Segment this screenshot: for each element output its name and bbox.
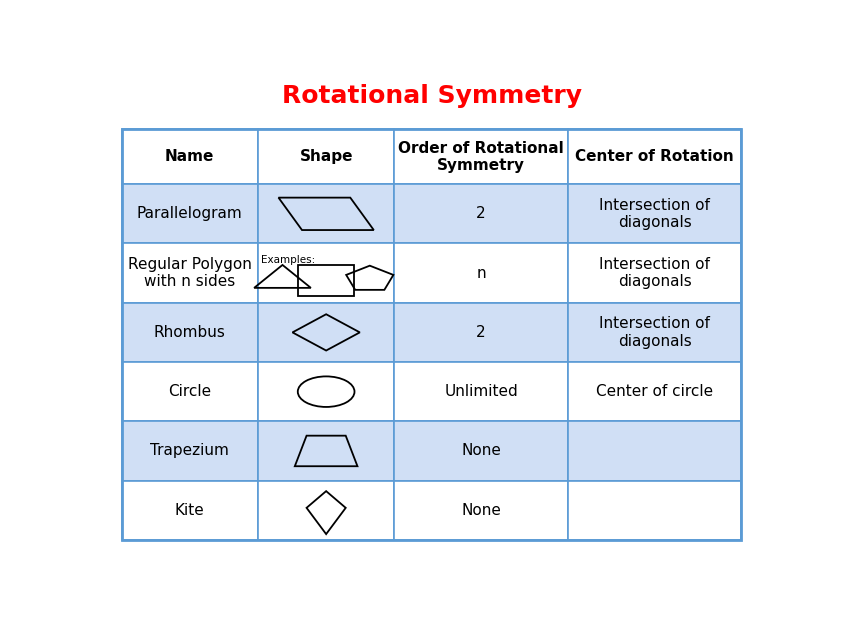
Bar [394,422,568,480]
Text: None: None [461,503,501,518]
Text: Rotational Symmetry: Rotational Symmetry [281,84,582,108]
Text: Name: Name [165,149,215,164]
Text: Intersection of
diagonals: Intersection of diagonals [600,257,710,290]
Text: Intersection of
diagonals: Intersection of diagonals [600,198,710,230]
Bar [258,184,394,244]
Bar [394,130,568,184]
Text: Shape: Shape [300,149,353,164]
Text: Rhombus: Rhombus [154,325,226,340]
Bar [258,244,394,303]
Text: Trapezium: Trapezium [151,443,229,458]
Bar [394,184,568,244]
Text: Intersection of
diagonals: Intersection of diagonals [600,316,710,348]
Text: Examples:: Examples: [261,255,316,265]
Bar [258,480,394,540]
Bar [394,362,568,422]
Bar [394,303,568,362]
Bar [121,130,258,184]
Bar [568,480,742,540]
Text: Center of Rotation: Center of Rotation [575,149,734,164]
Text: Circle: Circle [168,384,211,399]
Bar [568,130,742,184]
Bar [121,480,258,540]
Bar [568,244,742,303]
Text: Regular Polygon
with n sides: Regular Polygon with n sides [128,257,252,290]
Bar [121,130,742,540]
Text: Center of circle: Center of circle [596,384,713,399]
Bar [258,422,394,480]
Bar [121,422,258,480]
Bar [258,130,394,184]
Bar [568,362,742,422]
Bar [121,244,258,303]
Text: Kite: Kite [175,503,205,518]
Text: None: None [461,443,501,458]
Bar [258,362,394,422]
Text: 2: 2 [477,206,486,221]
Text: n: n [477,265,486,281]
Bar [258,303,394,362]
Bar [121,303,258,362]
Bar [394,480,568,540]
Bar [568,184,742,244]
Bar [568,303,742,362]
Bar [121,184,258,244]
Text: 2: 2 [477,325,486,340]
Text: Parallelogram: Parallelogram [137,206,242,221]
Text: Unlimited: Unlimited [445,384,518,399]
Bar [568,422,742,480]
Bar [121,362,258,422]
Text: Order of Rotational
Symmetry: Order of Rotational Symmetry [398,141,564,173]
Bar [394,244,568,303]
